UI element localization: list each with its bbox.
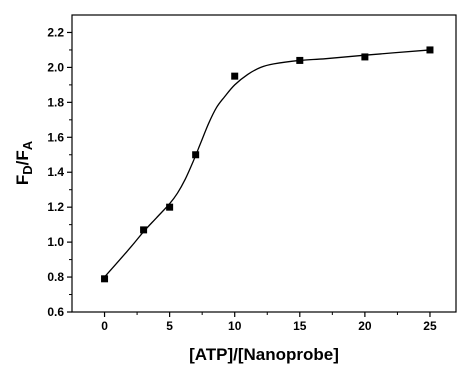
y-tick-label: 0.6 <box>47 305 64 319</box>
y-axis-title-main-1: F <box>13 175 32 185</box>
y-tick-label: 2.0 <box>47 60 64 74</box>
data-point <box>192 151 200 159</box>
data-point <box>101 275 109 283</box>
x-tick-label: 5 <box>166 319 173 333</box>
data-point <box>140 226 148 234</box>
y-tick-label: 0.8 <box>47 270 64 284</box>
y-axis-title-sub-2: A <box>20 140 35 150</box>
x-tick-label: 15 <box>293 319 307 333</box>
data-point <box>426 46 434 54</box>
data-point <box>296 56 304 64</box>
y-tick-label: 1.4 <box>47 165 64 179</box>
y-axis-title-main-2: F <box>13 150 32 160</box>
y-tick-label: 1.0 <box>47 235 64 249</box>
y-axis: 0.6 0.8 1.0 1.2 1.4 1.6 1.8 2.0 2.2 <box>47 25 72 319</box>
x-tick-label: 20 <box>358 319 372 333</box>
y-tick-label: 1.8 <box>47 95 64 109</box>
data-point <box>231 72 239 80</box>
x-axis: 0 5 10 15 20 25 <box>101 312 437 333</box>
data-point <box>166 203 174 211</box>
x-tick-label: 10 <box>228 319 242 333</box>
y-axis-title: FD/FA <box>13 140 35 185</box>
y-tick-label: 1.2 <box>47 200 64 214</box>
y-tick-label: 1.6 <box>47 130 64 144</box>
plot-frame <box>71 14 457 313</box>
x-tick-label: 0 <box>101 319 108 333</box>
x-tick-label: 25 <box>423 319 437 333</box>
data-point <box>361 53 369 61</box>
data-series <box>101 46 434 283</box>
y-tick-label: 2.2 <box>47 25 64 39</box>
y-axis-title-sub-1: D <box>20 165 35 174</box>
fit-curve <box>104 49 431 278</box>
x-axis-title: [ATP]/[Nanoprobe] <box>189 345 339 364</box>
y-axis-title-slash: / <box>13 160 32 165</box>
